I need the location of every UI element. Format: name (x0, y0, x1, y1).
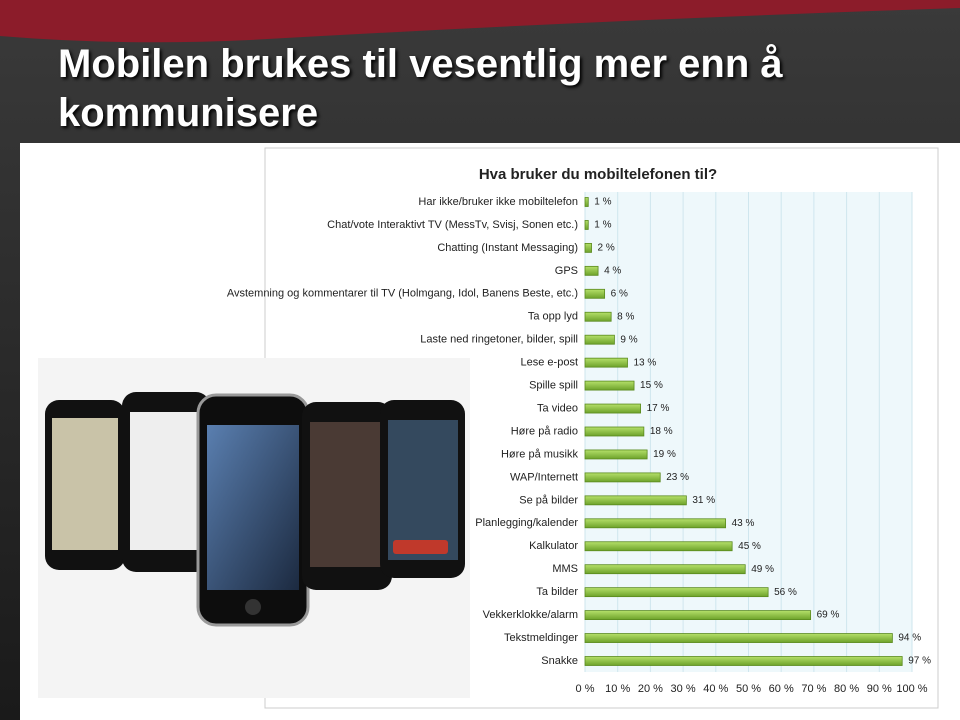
home-button (245, 599, 261, 615)
data-label: 13 % (634, 357, 657, 368)
data-label: 4 % (604, 265, 621, 276)
bar (584, 426, 645, 437)
y-tick-label: Ta bilder (536, 586, 578, 598)
data-label: 17 % (647, 403, 670, 414)
data-label: 2 % (598, 243, 615, 254)
bar (584, 311, 612, 322)
bar (584, 633, 893, 643)
phone-screen (130, 412, 202, 550)
x-tick-label: 100 % (896, 683, 927, 695)
phone-screen (207, 425, 299, 590)
phones-image (38, 358, 470, 698)
y-tick-label: Høre på musikk (501, 448, 579, 460)
data-label: 31 % (692, 495, 715, 506)
data-label: 1 % (594, 220, 611, 231)
data-label: 8 % (617, 311, 634, 322)
bar (584, 495, 687, 506)
y-tick-label: Avstemning og kommentarer til TV (Holmga… (227, 288, 578, 300)
y-tick-label: Tekstmeldinger (504, 632, 578, 644)
y-tick-label: Ta video (537, 402, 578, 414)
bar (584, 403, 641, 414)
bar (584, 587, 769, 598)
bar (584, 449, 648, 460)
bar (584, 242, 592, 253)
y-tick-label: Laste ned ringetoner, bilder, spill (420, 334, 578, 346)
bar (584, 610, 812, 620)
bar (584, 220, 589, 230)
x-tick-label: 40 % (703, 683, 728, 695)
bar (584, 656, 903, 666)
bar (584, 518, 727, 529)
data-label: 69 % (817, 610, 840, 621)
y-tick-label: GPS (555, 265, 578, 277)
phone-screen (388, 420, 458, 560)
data-label: 43 % (732, 518, 755, 529)
end-call-button (393, 540, 448, 554)
data-label: 97 % (908, 656, 931, 667)
bar (584, 288, 606, 299)
bar (584, 380, 635, 391)
y-tick-label: Se på bilder (519, 494, 578, 506)
data-label: 23 % (666, 472, 689, 483)
x-tick-label: 90 % (867, 683, 892, 695)
y-tick-label: Høre på radio (511, 425, 578, 437)
bar (584, 265, 599, 276)
bar (584, 197, 589, 207)
bar (584, 472, 661, 483)
data-label: 1 % (594, 197, 611, 208)
data-label: 18 % (650, 426, 673, 437)
x-tick-label: 20 % (638, 683, 663, 695)
data-label: 45 % (738, 541, 761, 552)
phone-screen (310, 422, 384, 567)
y-tick-label: Lese e-post (521, 357, 578, 369)
slide-title: Mobilen brukes til vesentlig mer enn å k… (58, 42, 783, 135)
phone-screen (52, 418, 118, 550)
x-tick-label: 50 % (736, 683, 761, 695)
x-tick-label: 70 % (801, 683, 826, 695)
bar (584, 334, 615, 345)
y-tick-label: Ta opp lyd (528, 311, 578, 323)
chart-title: Hva bruker du mobiltelefonen til? (479, 166, 717, 183)
y-tick-label: Kalkulator (529, 540, 578, 552)
x-tick-label: 10 % (605, 683, 630, 695)
x-tick-label: 60 % (769, 683, 794, 695)
data-label: 15 % (640, 380, 663, 391)
bar (584, 541, 733, 552)
bar (584, 564, 746, 575)
x-tick-label: 30 % (671, 683, 696, 695)
data-label: 6 % (611, 288, 628, 299)
y-tick-label: Spille spill (529, 380, 578, 392)
y-tick-label: Har ikke/bruker ikke mobiltelefon (418, 196, 578, 208)
y-tick-label: Snakke (541, 655, 578, 667)
data-label: 9 % (620, 334, 637, 345)
data-label: 56 % (774, 587, 797, 598)
y-tick-label: Chat/vote Interaktivt TV (MessTv, Svisj,… (327, 219, 578, 231)
data-label: 19 % (653, 449, 676, 460)
y-tick-label: MMS (552, 563, 578, 575)
bar (584, 357, 628, 368)
data-label: 49 % (751, 564, 774, 575)
data-label: 94 % (898, 633, 921, 644)
x-tick-label: 0 % (576, 683, 595, 695)
top-swoosh (0, 0, 960, 43)
y-tick-label: Chatting (Instant Messaging) (437, 242, 578, 254)
y-tick-label: Planlegging/kalender (475, 517, 578, 529)
x-tick-label: 80 % (834, 683, 859, 695)
y-tick-label: Vekkerklokke/alarm (483, 609, 578, 621)
y-tick-label: WAP/Internett (510, 471, 578, 483)
